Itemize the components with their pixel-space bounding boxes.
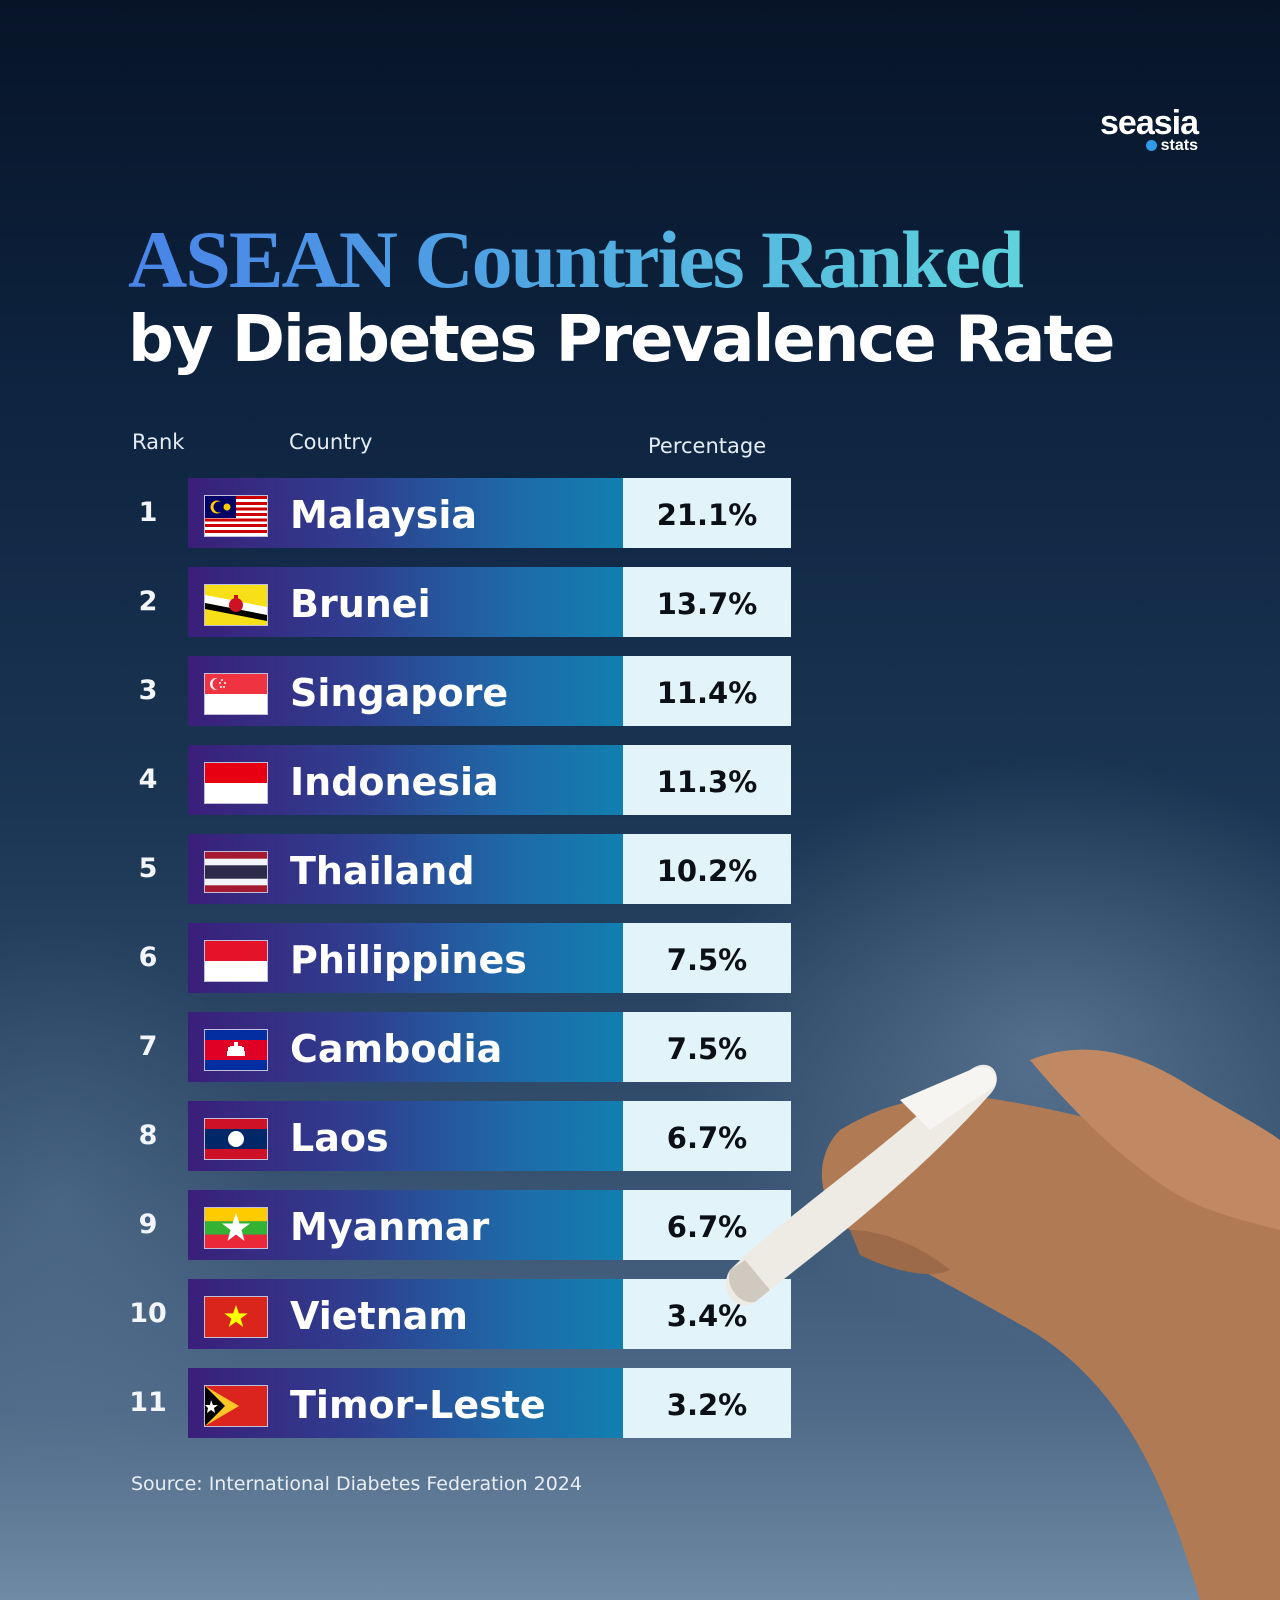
- rank-number: 5: [138, 853, 158, 884]
- brand-sub-label: stats: [1160, 137, 1198, 154]
- percentage-value: 11.4%: [623, 656, 791, 726]
- percentage-value: 11.3%: [623, 745, 791, 815]
- country-name: Malaysia: [290, 493, 478, 537]
- table-row: 9 Myanmar 6.7%: [0, 1190, 800, 1260]
- cambodia-flag-icon: [205, 1030, 267, 1070]
- country-name: Vietnam: [290, 1294, 468, 1338]
- title-line-2: by Diabetes Prevalence Rate: [128, 303, 1115, 377]
- percentage-value: 10.2%: [623, 834, 791, 904]
- table-row: 7 Cambodia 7.5%: [0, 1012, 800, 1082]
- thailand-flag-icon: [205, 852, 267, 892]
- table-row: 3 Singapore 11.4%: [0, 656, 800, 726]
- table-row: 10 Vietnam 3.4%: [0, 1279, 800, 1349]
- indonesia-flag-icon: [205, 763, 267, 803]
- brand-word: seasia: [1100, 104, 1199, 142]
- vietnam-flag-icon: [205, 1297, 267, 1337]
- country-name: Brunei: [290, 582, 431, 626]
- table-row: 6 Philippines 7.5%: [0, 923, 800, 993]
- country-name: Cambodia: [290, 1027, 503, 1071]
- country-name: Singapore: [290, 671, 509, 715]
- percentage-value: 7.5%: [623, 923, 791, 993]
- table-row: 5 Thailand 10.2%: [0, 834, 800, 904]
- malaysia-flag-icon: [205, 496, 267, 536]
- philippines-flag-icon: [205, 941, 267, 981]
- country-name: Timor-Leste: [290, 1383, 546, 1427]
- brand-dot-icon: [1145, 140, 1157, 151]
- country-name: Thailand: [290, 849, 475, 893]
- percentage-value: 7.5%: [623, 1012, 791, 1082]
- rank-number: 7: [138, 1031, 158, 1062]
- brand-logo: seasia stats: [1100, 104, 1199, 154]
- percentage-value: 3.2%: [623, 1368, 791, 1438]
- country-name: Indonesia: [290, 760, 499, 804]
- header-country: Country: [289, 430, 373, 454]
- rank-number: 1: [138, 497, 158, 528]
- country-name: Laos: [290, 1116, 389, 1160]
- header-percentage: Percentage: [648, 434, 767, 458]
- brand-sub: stats: [1100, 138, 1198, 154]
- country-name: Myanmar: [290, 1205, 490, 1249]
- table-row: 1 Malaysia 21.1%: [0, 478, 800, 548]
- percentage-value: 21.1%: [623, 478, 791, 548]
- rank-number: 10: [129, 1298, 167, 1329]
- myanmar-flag-icon: [205, 1208, 267, 1248]
- table-row: 2 Brunei 13.7%: [0, 567, 800, 637]
- percentage-value: 13.7%: [623, 567, 791, 637]
- rank-number: 4: [138, 764, 158, 795]
- brunei-flag-icon: [205, 585, 267, 625]
- percentage-value: 6.7%: [623, 1101, 791, 1171]
- rank-number: 2: [138, 586, 158, 617]
- timor-leste-flag-icon: [205, 1386, 267, 1426]
- rank-number: 8: [138, 1120, 158, 1151]
- rank-number: 6: [138, 942, 158, 973]
- table-row: 11 Timor-Leste 3.2%: [0, 1368, 800, 1438]
- table-row: 8 Laos 6.7%: [0, 1101, 800, 1171]
- header-rank: Rank: [132, 430, 185, 454]
- source-note: Source: International Diabetes Federatio…: [131, 1473, 582, 1495]
- rank-number: 3: [138, 675, 158, 706]
- lancet-hand-illustration: [726, 1049, 1280, 1600]
- country-name: Philippines: [290, 938, 527, 982]
- singapore-flag-icon: [205, 674, 267, 714]
- rank-number: 9: [138, 1209, 158, 1240]
- table-row: 4 Indonesia 11.3%: [0, 745, 800, 815]
- title-line-1: ASEAN Countries Ranked: [128, 212, 1025, 308]
- laos-flag-icon: [205, 1119, 267, 1159]
- rank-number: 11: [129, 1387, 167, 1418]
